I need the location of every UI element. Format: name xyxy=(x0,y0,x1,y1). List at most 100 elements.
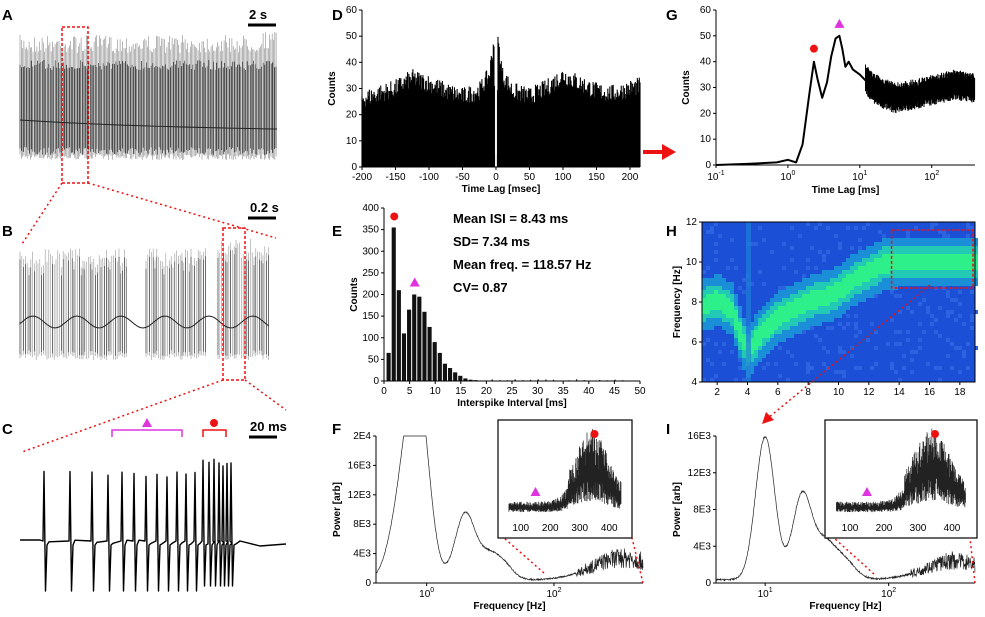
panel-h-cell xyxy=(830,286,834,290)
panel-h-cell xyxy=(794,294,798,298)
panel-h-cell xyxy=(794,310,798,314)
panel-h-cell xyxy=(810,286,814,290)
panel-h-cell xyxy=(838,246,842,250)
panel-h-cell xyxy=(758,330,762,334)
panel-h-cell xyxy=(722,362,726,366)
panel-h-cell xyxy=(954,266,958,270)
panel-h-cell xyxy=(862,274,866,278)
panel-h-cell xyxy=(806,290,810,294)
panel-h-cell xyxy=(862,262,866,266)
panel-h-cell xyxy=(822,258,826,262)
panel-h-cell xyxy=(758,358,762,362)
panel-h-cell xyxy=(742,350,746,354)
panel-h-cell xyxy=(878,258,882,262)
panel-h-cell xyxy=(962,354,966,358)
panel-h-cell xyxy=(822,346,826,350)
panel-h-cell xyxy=(718,350,722,354)
panel-h-cell xyxy=(730,318,734,322)
panel-h-cell xyxy=(762,326,766,330)
panel-h-cell xyxy=(790,334,794,338)
panel-h-cell xyxy=(794,306,798,310)
panel-h-cell xyxy=(798,306,802,310)
panel-h-cell xyxy=(878,250,882,254)
trace-c-line xyxy=(20,458,287,592)
panel-h-cell xyxy=(970,274,974,278)
panel-h-cell xyxy=(946,290,950,294)
panel-h-cell xyxy=(934,278,938,282)
panel-h-cell xyxy=(818,290,822,294)
panel-h-cell xyxy=(862,270,866,274)
panel-h-cell xyxy=(850,354,854,358)
panel-h-cell xyxy=(962,282,966,286)
panel-h-cell xyxy=(810,246,814,250)
panel-h-cell xyxy=(814,302,818,306)
panel-i-xtick-label: 101 xyxy=(758,587,773,600)
panel-g-xtick-label: 10-1 xyxy=(707,170,724,183)
panel-h-cell xyxy=(858,238,862,242)
panel-e-xtick-label: 0 xyxy=(381,386,387,397)
panel-h-cell xyxy=(782,242,786,246)
panel-h-cell xyxy=(750,330,754,334)
panel-h-cell xyxy=(834,274,838,278)
panel-e-ytick-label: 0 xyxy=(373,376,379,387)
panel-h-cell xyxy=(974,262,978,266)
panel-g-xlabel: Time Lag [ms] xyxy=(812,185,880,196)
panel-h-cell xyxy=(926,310,930,314)
panel-h-cell xyxy=(966,226,970,230)
panel-h-cell xyxy=(898,270,902,274)
panel-d-xtick-label: -150 xyxy=(385,172,405,183)
panel-h-cell xyxy=(910,282,914,286)
zoom-line-ab-right xyxy=(87,182,277,239)
panel-h-cell xyxy=(786,314,790,318)
panel-h-cell xyxy=(826,274,830,278)
panel-h-cell xyxy=(718,318,722,322)
panel-h-cell xyxy=(782,302,786,306)
panel-h-cell xyxy=(866,274,870,278)
panel-h-cell xyxy=(790,226,794,230)
panel-h-cell xyxy=(754,362,758,366)
panel-h-cell xyxy=(930,314,934,318)
panel-h-cell xyxy=(974,310,978,314)
panel-h-cell xyxy=(714,282,718,286)
panel-g-circle-marker xyxy=(809,44,818,53)
panel-h-cell xyxy=(702,318,706,322)
panel-h-cell xyxy=(714,294,718,298)
panel-h-cell xyxy=(942,250,946,254)
panel-h-cell xyxy=(942,278,946,282)
panel-h-cell xyxy=(938,250,942,254)
panel-h-cell xyxy=(830,274,834,278)
panel-a-scale-label: 2 s xyxy=(249,7,267,22)
panel-h-cell xyxy=(754,326,758,330)
panel-h-cell xyxy=(950,254,954,258)
panel-h-cell xyxy=(966,234,970,238)
panel-h-cell xyxy=(778,322,782,326)
panel-h-cell xyxy=(842,270,846,274)
panel-i-inset-xtick-label: 400 xyxy=(944,523,961,534)
panel-h-cell xyxy=(762,306,766,310)
panel-h-cell xyxy=(894,262,898,266)
panel-h-cell xyxy=(970,266,974,270)
panel-h-cell xyxy=(814,322,818,326)
panel-h-cell xyxy=(878,290,882,294)
panel-h-cell xyxy=(774,298,778,302)
panel-i-inset-xtick-label: 100 xyxy=(842,523,859,534)
panel-h-cell xyxy=(706,322,710,326)
panel-h-cell xyxy=(710,282,714,286)
panel-f-inset-xtick-label: 300 xyxy=(571,523,588,534)
panel-i-xlabel: Frequency [Hz] xyxy=(809,601,881,612)
panel-h-cell xyxy=(806,326,810,330)
panel-h-cell xyxy=(870,258,874,262)
panel-h-cell xyxy=(810,278,814,282)
panel-h-cell xyxy=(706,338,710,342)
panel-h-cell xyxy=(758,326,762,330)
panel-h-cell xyxy=(738,286,742,290)
panel-h-cell xyxy=(702,342,706,346)
panel-h-cell xyxy=(742,366,746,370)
panel-h-cell xyxy=(842,302,846,306)
panel-h-cell xyxy=(938,254,942,258)
panel-h-cell xyxy=(850,302,854,306)
panel-h-cell xyxy=(822,294,826,298)
panel-h-cell xyxy=(754,322,758,326)
panel-h-cell xyxy=(934,330,938,334)
panel-h-cell xyxy=(830,282,834,286)
